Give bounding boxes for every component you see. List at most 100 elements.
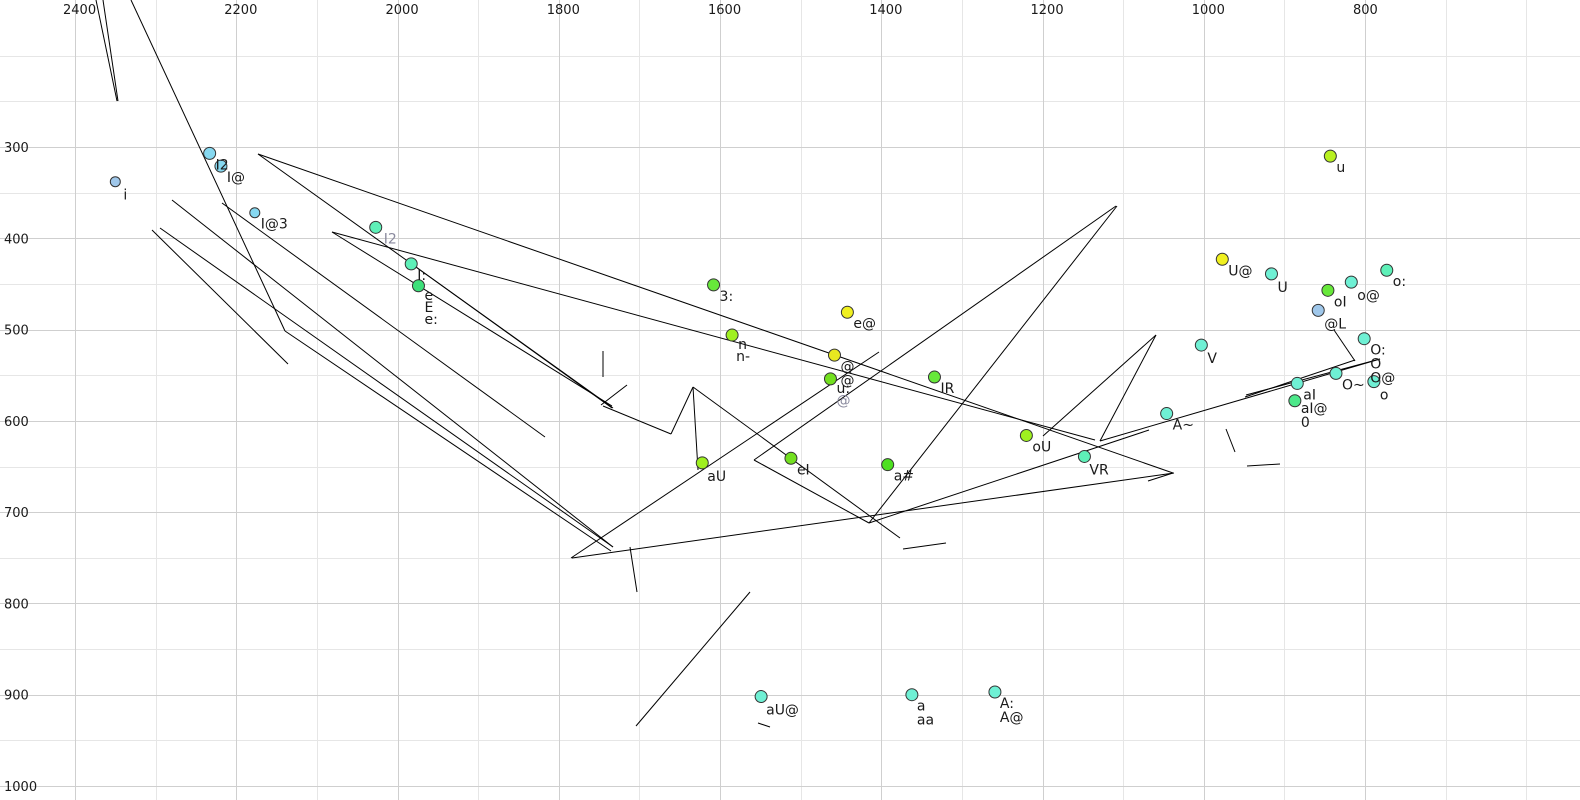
data-point[interactable] [249, 207, 261, 219]
data-point-label: aU [707, 469, 726, 485]
data-point[interactable] [1290, 376, 1304, 390]
data-point-label: A: [1000, 696, 1014, 712]
x-tick-label: 1600 [708, 3, 741, 18]
connector-line [257, 153, 1174, 474]
data-point[interactable] [1323, 149, 1337, 163]
data-point-label: eI [797, 462, 810, 478]
connector-line [629, 546, 638, 593]
data-point-label: E [424, 300, 433, 316]
connector-lines [95, 0, 1381, 728]
x-tick-label: 1800 [547, 3, 580, 18]
data-point[interactable] [905, 688, 919, 702]
connector-line [1246, 463, 1281, 467]
data-point[interactable] [827, 348, 841, 362]
data-point[interactable] [754, 690, 768, 704]
y-tick-label: 700 [4, 506, 29, 521]
data-point-label: e [424, 288, 433, 304]
connector-line [670, 386, 694, 435]
data-point-label: O: [1370, 343, 1386, 359]
data-point[interactable] [1321, 283, 1335, 297]
data-point-label: @ [840, 359, 854, 375]
data-point[interactable] [707, 278, 721, 292]
data-point-label: U@ [1228, 263, 1252, 279]
connector-line [602, 405, 672, 435]
data-point-label: I@ [227, 170, 245, 186]
connector-line [635, 591, 751, 727]
data-point-label: a# [894, 469, 914, 485]
connector-line [600, 384, 628, 406]
y-tick-label: 800 [4, 597, 29, 612]
y-tick-label: 300 [4, 141, 29, 156]
y-tick-label: 900 [4, 689, 29, 704]
connector-line [171, 199, 614, 548]
data-point[interactable] [784, 451, 798, 465]
data-point-label: O@ [1370, 371, 1395, 387]
connector-line [868, 205, 1118, 524]
data-point-label: I2 [384, 231, 397, 247]
data-point-label: 0 [1301, 415, 1310, 431]
data-point[interactable] [1264, 267, 1278, 281]
data-point[interactable] [1380, 263, 1394, 277]
connector-line [757, 722, 771, 728]
connector-line [1225, 428, 1236, 453]
data-point-label: e@ [853, 316, 876, 332]
data-point[interactable] [840, 305, 854, 319]
data-point[interactable] [1344, 275, 1358, 289]
y-tick-label: 600 [4, 415, 29, 430]
data-point[interactable] [823, 372, 837, 386]
data-point[interactable] [1311, 303, 1325, 317]
data-point-label: oU [1032, 439, 1051, 455]
data-point[interactable] [1357, 332, 1371, 346]
data-point-label: O [1370, 357, 1381, 373]
connector-line [284, 330, 612, 552]
data-point[interactable] [1215, 252, 1229, 266]
data-point[interactable] [1160, 407, 1174, 421]
data-point[interactable] [214, 159, 228, 173]
x-tick-label: 2200 [224, 3, 257, 18]
data-point[interactable] [881, 458, 895, 472]
data-point-label: @ [836, 393, 850, 409]
data-point[interactable] [1077, 449, 1091, 463]
data-point-label: I2 [216, 157, 229, 173]
data-point-label: I: [417, 268, 426, 284]
data-point[interactable] [1367, 375, 1381, 389]
x-tick-label: 2400 [63, 3, 96, 18]
data-point[interactable] [695, 456, 709, 470]
data-point[interactable] [203, 146, 217, 160]
data-point[interactable] [988, 685, 1002, 699]
data-point[interactable] [1329, 366, 1343, 380]
connector-line [221, 202, 546, 438]
data-point-label: A@ [1000, 710, 1024, 726]
connector-line [692, 386, 699, 471]
data-point-label: a [917, 699, 926, 715]
data-point-label: i [123, 188, 127, 204]
data-point[interactable] [725, 328, 739, 342]
x-tick-label: 800 [1353, 3, 1378, 18]
data-point[interactable] [1019, 428, 1033, 442]
data-point-label: u [1336, 160, 1345, 176]
data-point-label: @L [1324, 316, 1346, 332]
y-tick-label: 1000 [4, 780, 37, 795]
data-point-label: O~ [1342, 377, 1365, 393]
data-point[interactable] [1194, 338, 1208, 352]
data-point[interactable] [1288, 394, 1302, 408]
connector-line [753, 205, 1117, 461]
data-point[interactable] [927, 370, 941, 384]
connector-line [753, 459, 870, 524]
connector-line [570, 351, 880, 559]
data-point-label: n [738, 337, 747, 353]
data-point[interactable] [369, 220, 383, 234]
data-point-label: o@ [1357, 288, 1380, 304]
data-point-label: n- [736, 349, 750, 365]
x-tick-label: 1000 [1192, 3, 1225, 18]
connector-line [902, 542, 947, 550]
data-point[interactable] [109, 176, 121, 188]
y-tick-label: 400 [4, 232, 29, 247]
data-point[interactable] [404, 257, 418, 271]
data-point[interactable] [411, 279, 425, 293]
data-points[interactable] [109, 146, 1394, 704]
